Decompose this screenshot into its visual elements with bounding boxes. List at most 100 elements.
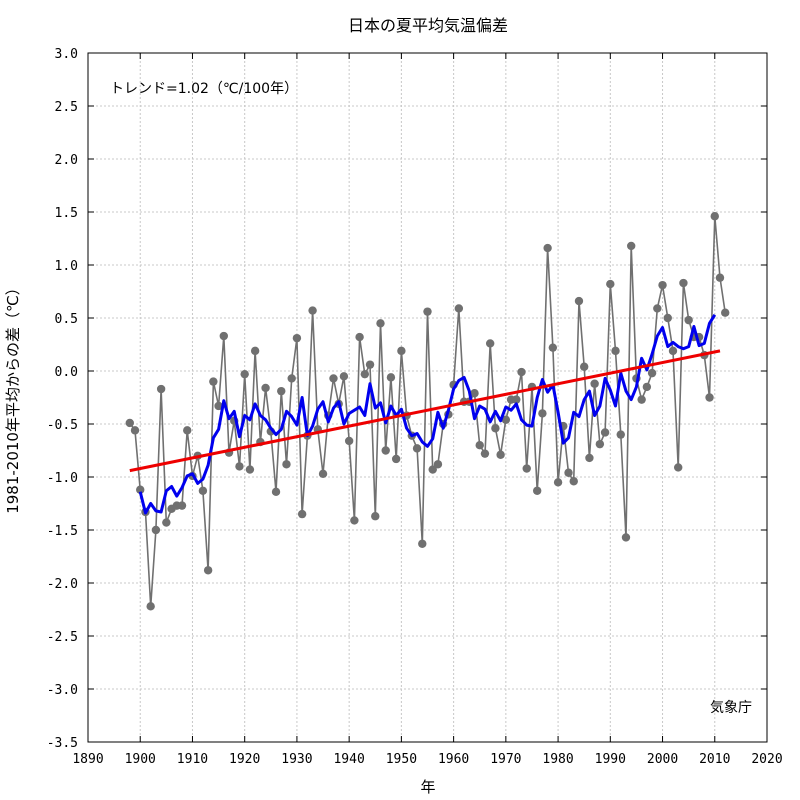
data-point	[475, 441, 484, 450]
y-tick-label: 1.5	[55, 206, 78, 221]
data-point	[344, 436, 354, 446]
data-point	[721, 308, 730, 317]
trend-line-path	[129, 349, 721, 473]
source-annotation: 気象庁	[710, 700, 752, 716]
data-point	[653, 304, 662, 313]
data-point	[381, 446, 390, 455]
data-point	[130, 426, 140, 435]
data-point	[151, 525, 161, 535]
data-point	[679, 278, 688, 288]
data-point	[350, 516, 359, 525]
data-point	[376, 319, 385, 328]
data-point	[292, 333, 302, 343]
x-tick-label: 1890	[72, 752, 103, 767]
data-point	[177, 501, 187, 510]
y-tick-label: -1.5	[47, 524, 78, 539]
data-point	[203, 566, 213, 575]
x-tick-label: 1940	[333, 752, 364, 767]
data-point	[532, 486, 542, 495]
data-point	[261, 383, 270, 393]
data-point	[235, 462, 244, 471]
x-tick-label: 2000	[647, 752, 678, 767]
data-point	[574, 296, 584, 306]
chart-title: 日本の夏平均気温偏差	[348, 16, 508, 35]
data-point	[538, 409, 547, 418]
x-tick-label: 1930	[281, 752, 312, 767]
data-point	[517, 367, 526, 377]
data-point	[621, 533, 631, 542]
data-point	[277, 386, 286, 396]
data-point	[209, 377, 218, 386]
data-point	[480, 449, 490, 458]
data-point	[715, 273, 725, 282]
data-point	[365, 360, 375, 369]
data-point	[240, 369, 249, 379]
data-point	[595, 439, 605, 449]
x-tick-label: 1910	[177, 752, 208, 767]
observed-series	[125, 212, 730, 611]
data-point	[491, 424, 500, 433]
y-tick-label: 0.5	[55, 312, 78, 327]
data-point	[485, 339, 495, 348]
y-tick-label: 3.0	[55, 47, 78, 62]
y-tick-label: 2.0	[55, 153, 78, 168]
data-point	[183, 426, 192, 435]
y-tick-label: -2.5	[47, 630, 78, 645]
y-tick-label: -0.5	[47, 418, 78, 433]
data-point	[282, 460, 291, 469]
data-point	[674, 463, 683, 472]
data-point	[397, 346, 406, 356]
y-tick-label: -3.0	[47, 683, 78, 698]
data-point	[627, 241, 636, 251]
data-point	[512, 395, 521, 404]
data-point	[318, 469, 328, 479]
y-tick-label: 2.5	[55, 100, 78, 115]
series-layer	[125, 212, 730, 611]
data-point	[606, 279, 615, 289]
data-point	[360, 369, 370, 379]
data-point	[647, 368, 657, 378]
x-tick-label: 1950	[386, 752, 417, 767]
data-point	[198, 486, 208, 495]
data-point	[553, 478, 563, 487]
data-point	[616, 430, 625, 439]
data-point	[146, 602, 155, 611]
y-tick-label: -2.0	[47, 577, 78, 592]
grid	[88, 53, 767, 742]
x-tick-label: 2020	[751, 752, 782, 767]
data-point	[136, 485, 145, 494]
data-point	[564, 468, 573, 477]
data-point	[308, 306, 317, 315]
data-point	[590, 379, 599, 388]
data-point	[548, 343, 558, 352]
trend-annotation: トレンド=1.02（℃/100年）	[110, 81, 298, 97]
data-point	[386, 373, 396, 382]
trend-line	[129, 349, 721, 473]
x-tick-label: 2010	[699, 752, 730, 767]
data-point	[219, 331, 228, 341]
y-tick-label: -3.5	[47, 736, 78, 751]
data-point	[585, 453, 594, 463]
moving-average-series	[138, 314, 717, 515]
x-tick-label: 1970	[490, 752, 521, 767]
x-tick-label: 1990	[595, 752, 626, 767]
data-point	[339, 372, 349, 381]
data-point	[250, 346, 260, 356]
data-point	[611, 346, 620, 356]
x-tick-label: 1900	[125, 752, 156, 767]
data-point	[297, 509, 307, 519]
data-point	[637, 395, 646, 404]
data-point	[245, 465, 255, 474]
y-axis-label: 1981-2010年平均からの差（℃）	[4, 280, 22, 514]
data-point	[710, 212, 719, 221]
data-point	[569, 477, 578, 486]
data-point	[355, 332, 364, 342]
data-point	[156, 384, 166, 394]
y-tick-label: 0.0	[55, 365, 78, 380]
data-point	[125, 418, 134, 428]
data-point	[391, 454, 401, 464]
data-point	[663, 313, 672, 323]
data-point	[579, 362, 589, 371]
